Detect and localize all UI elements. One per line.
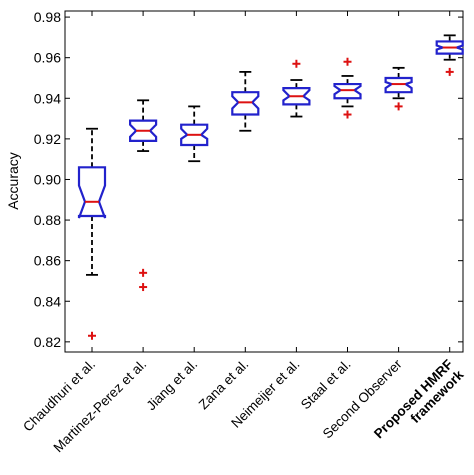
box-5 — [282, 59, 311, 118]
y-tick-label: 0.92 — [34, 131, 61, 147]
plot-area-frame — [64, 10, 464, 353]
y-tick-label: 0.82 — [34, 334, 61, 350]
box-8 — [435, 34, 464, 76]
box-1 — [77, 127, 107, 340]
outlier-marker — [343, 57, 352, 66]
outlier-marker — [394, 102, 403, 111]
y-tick-label: 0.96 — [34, 50, 61, 66]
y-axis: 0.82 0.84 0.86 0.88 0.90 0.92 0.94 0.96 0.98 — [34, 9, 463, 352]
outlier-marker — [445, 67, 454, 76]
x-axis-category-labels: Chaudhuri et al.Martinez-Perez et al.Jia… — [20, 356, 467, 455]
box-7 — [384, 66, 413, 111]
x-category-label: Staal et al. — [298, 357, 354, 413]
boxes-layer — [77, 34, 464, 340]
box-body — [77, 166, 107, 219]
box-2 — [129, 99, 158, 292]
y-tick-label: 0.94 — [34, 90, 61, 106]
outlier-marker — [343, 110, 352, 119]
y-tick-label: 0.84 — [34, 293, 61, 309]
box-body — [333, 82, 362, 100]
box-body — [231, 91, 260, 116]
box-3 — [180, 105, 209, 163]
outlier-marker — [88, 331, 96, 340]
outlier-marker — [139, 283, 148, 292]
y-tick-label: 0.90 — [34, 171, 61, 187]
y-tick-label: 0.88 — [34, 212, 61, 228]
outlier-marker — [139, 268, 148, 277]
y-axis-title: Accuracy — [5, 152, 21, 210]
box-4 — [231, 70, 260, 132]
x-category-label: Jiang et al. — [144, 357, 201, 414]
y-tick-label: 0.98 — [34, 9, 61, 25]
box-6 — [333, 57, 362, 119]
x-category-label: Zana et al. — [196, 357, 252, 413]
box-body — [384, 76, 413, 94]
outlier-marker — [292, 59, 301, 68]
x-category-label: Martinez-Perez et al. — [51, 357, 150, 456]
y-tick-label: 0.86 — [34, 253, 61, 269]
